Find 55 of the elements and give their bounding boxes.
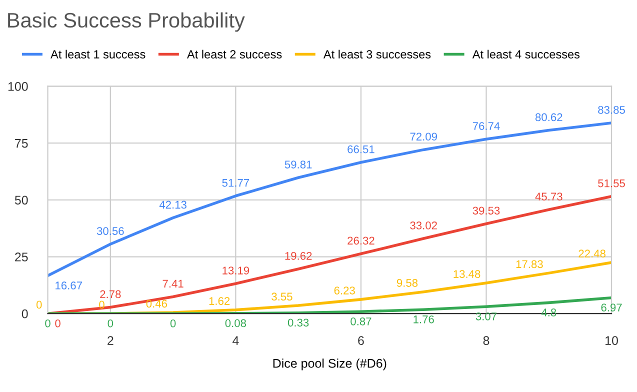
data-label: 22.48 bbox=[578, 250, 606, 258]
data-label: 42.13 bbox=[159, 200, 186, 209]
data-label: 2.78 bbox=[100, 290, 121, 298]
data-label: 6.23 bbox=[334, 286, 355, 294]
data-label: 0 bbox=[108, 319, 114, 328]
x-tick-label: 4 bbox=[232, 336, 239, 345]
data-label: 13.48 bbox=[454, 270, 480, 278]
legend-label: At least 2 success bbox=[187, 50, 282, 58]
x-axis-title: Dice pool Size (#D6) bbox=[273, 358, 386, 370]
data-label: 80.62 bbox=[535, 113, 562, 122]
legend-label: At least 3 successes bbox=[323, 50, 431, 58]
x-tick-label: 6 bbox=[358, 336, 364, 346]
data-label: 3.07 bbox=[476, 312, 496, 320]
data-label: 51.55 bbox=[598, 180, 625, 188]
data-label: 16.67 bbox=[56, 282, 82, 290]
data-label: 0 bbox=[36, 300, 42, 309]
x-tick-label: 10 bbox=[606, 336, 618, 346]
data-label: 76.74 bbox=[472, 122, 500, 130]
data-label: 6.97 bbox=[601, 304, 622, 312]
data-label: 26.32 bbox=[348, 236, 374, 245]
chart-title: Basic Success Probability bbox=[8, 12, 245, 32]
data-label: 30.56 bbox=[96, 227, 124, 235]
data-label: 0 bbox=[45, 319, 50, 328]
data-label: 3.55 bbox=[272, 292, 292, 301]
data-label: 0.87 bbox=[350, 317, 372, 326]
y-tick-label: 75 bbox=[15, 139, 28, 148]
x-tick-label: 8 bbox=[483, 336, 490, 346]
data-label: 39.53 bbox=[472, 206, 500, 215]
data-label: 0 bbox=[99, 300, 104, 309]
data-label: 9.58 bbox=[396, 278, 418, 287]
data-label: 33.02 bbox=[410, 222, 437, 230]
data-label: 0.33 bbox=[288, 318, 309, 327]
data-label: 7.41 bbox=[162, 280, 184, 288]
data-label: 59.81 bbox=[284, 160, 312, 168]
data-label: 0.08 bbox=[225, 319, 246, 328]
data-label: 51.77 bbox=[222, 179, 250, 187]
data-label: 83.85 bbox=[598, 106, 625, 114]
data-label: 0 bbox=[55, 319, 60, 328]
y-tick-label: 25 bbox=[15, 252, 28, 262]
data-label: 0.46 bbox=[146, 300, 168, 308]
y-tick-label: 100 bbox=[8, 82, 28, 91]
y-tick-label: 0 bbox=[22, 309, 28, 318]
data-label: 0 bbox=[170, 319, 176, 328]
y-tick-label: 50 bbox=[14, 196, 28, 205]
legend-label: At least 4 successes bbox=[472, 50, 580, 58]
data-label: 45.73 bbox=[535, 192, 562, 200]
data-label: 13.19 bbox=[222, 266, 250, 274]
data-label: 1.62 bbox=[209, 297, 230, 305]
x-tick-label: 2 bbox=[108, 336, 114, 345]
data-label: 17.83 bbox=[516, 260, 543, 268]
data-label: 72.09 bbox=[410, 132, 437, 141]
data-label: 66.51 bbox=[348, 145, 374, 154]
legend-label: At least 1 success bbox=[50, 50, 146, 58]
data-label: 1.76 bbox=[414, 315, 434, 324]
data-label: 19.62 bbox=[285, 252, 312, 260]
